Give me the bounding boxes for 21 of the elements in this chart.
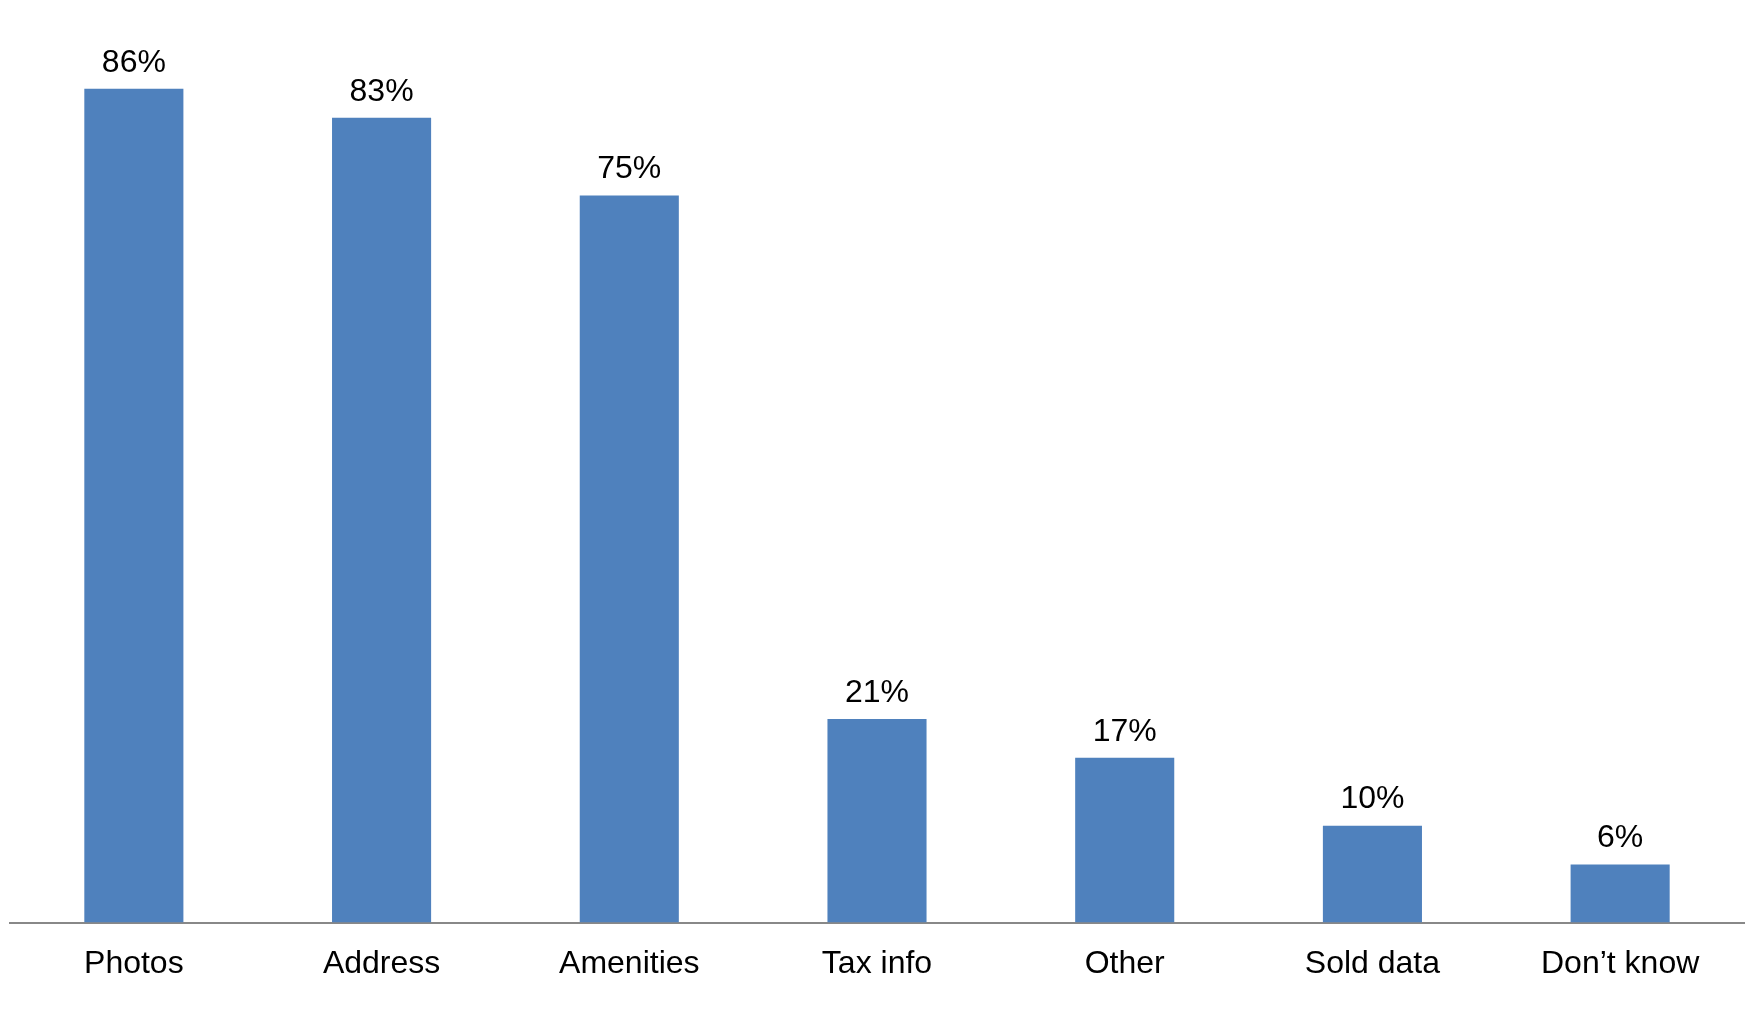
bar xyxy=(1075,757,1175,923)
bar xyxy=(332,117,432,923)
bar xyxy=(84,88,184,923)
data-label: 86% xyxy=(101,42,166,79)
data-label: 10% xyxy=(1340,779,1405,816)
bar xyxy=(1570,864,1670,923)
data-label: 75% xyxy=(597,149,662,186)
x-tick-label: Sold data xyxy=(1304,943,1441,980)
x-tick-label: Tax info xyxy=(821,943,933,980)
x-tick-label: Other xyxy=(1084,943,1166,980)
data-label: 83% xyxy=(349,71,414,108)
bar xyxy=(827,718,927,923)
x-tick-label: Don’t know xyxy=(1540,943,1701,980)
x-tick-label: Amenities xyxy=(559,943,700,980)
data-label: 17% xyxy=(1092,711,1157,748)
data-label: 21% xyxy=(844,672,910,709)
bar xyxy=(1322,825,1422,923)
x-tick-label: Address xyxy=(322,943,441,980)
data-label: 6% xyxy=(1597,818,1644,855)
x-tick-label: Photos xyxy=(84,943,184,980)
bar xyxy=(579,195,679,923)
